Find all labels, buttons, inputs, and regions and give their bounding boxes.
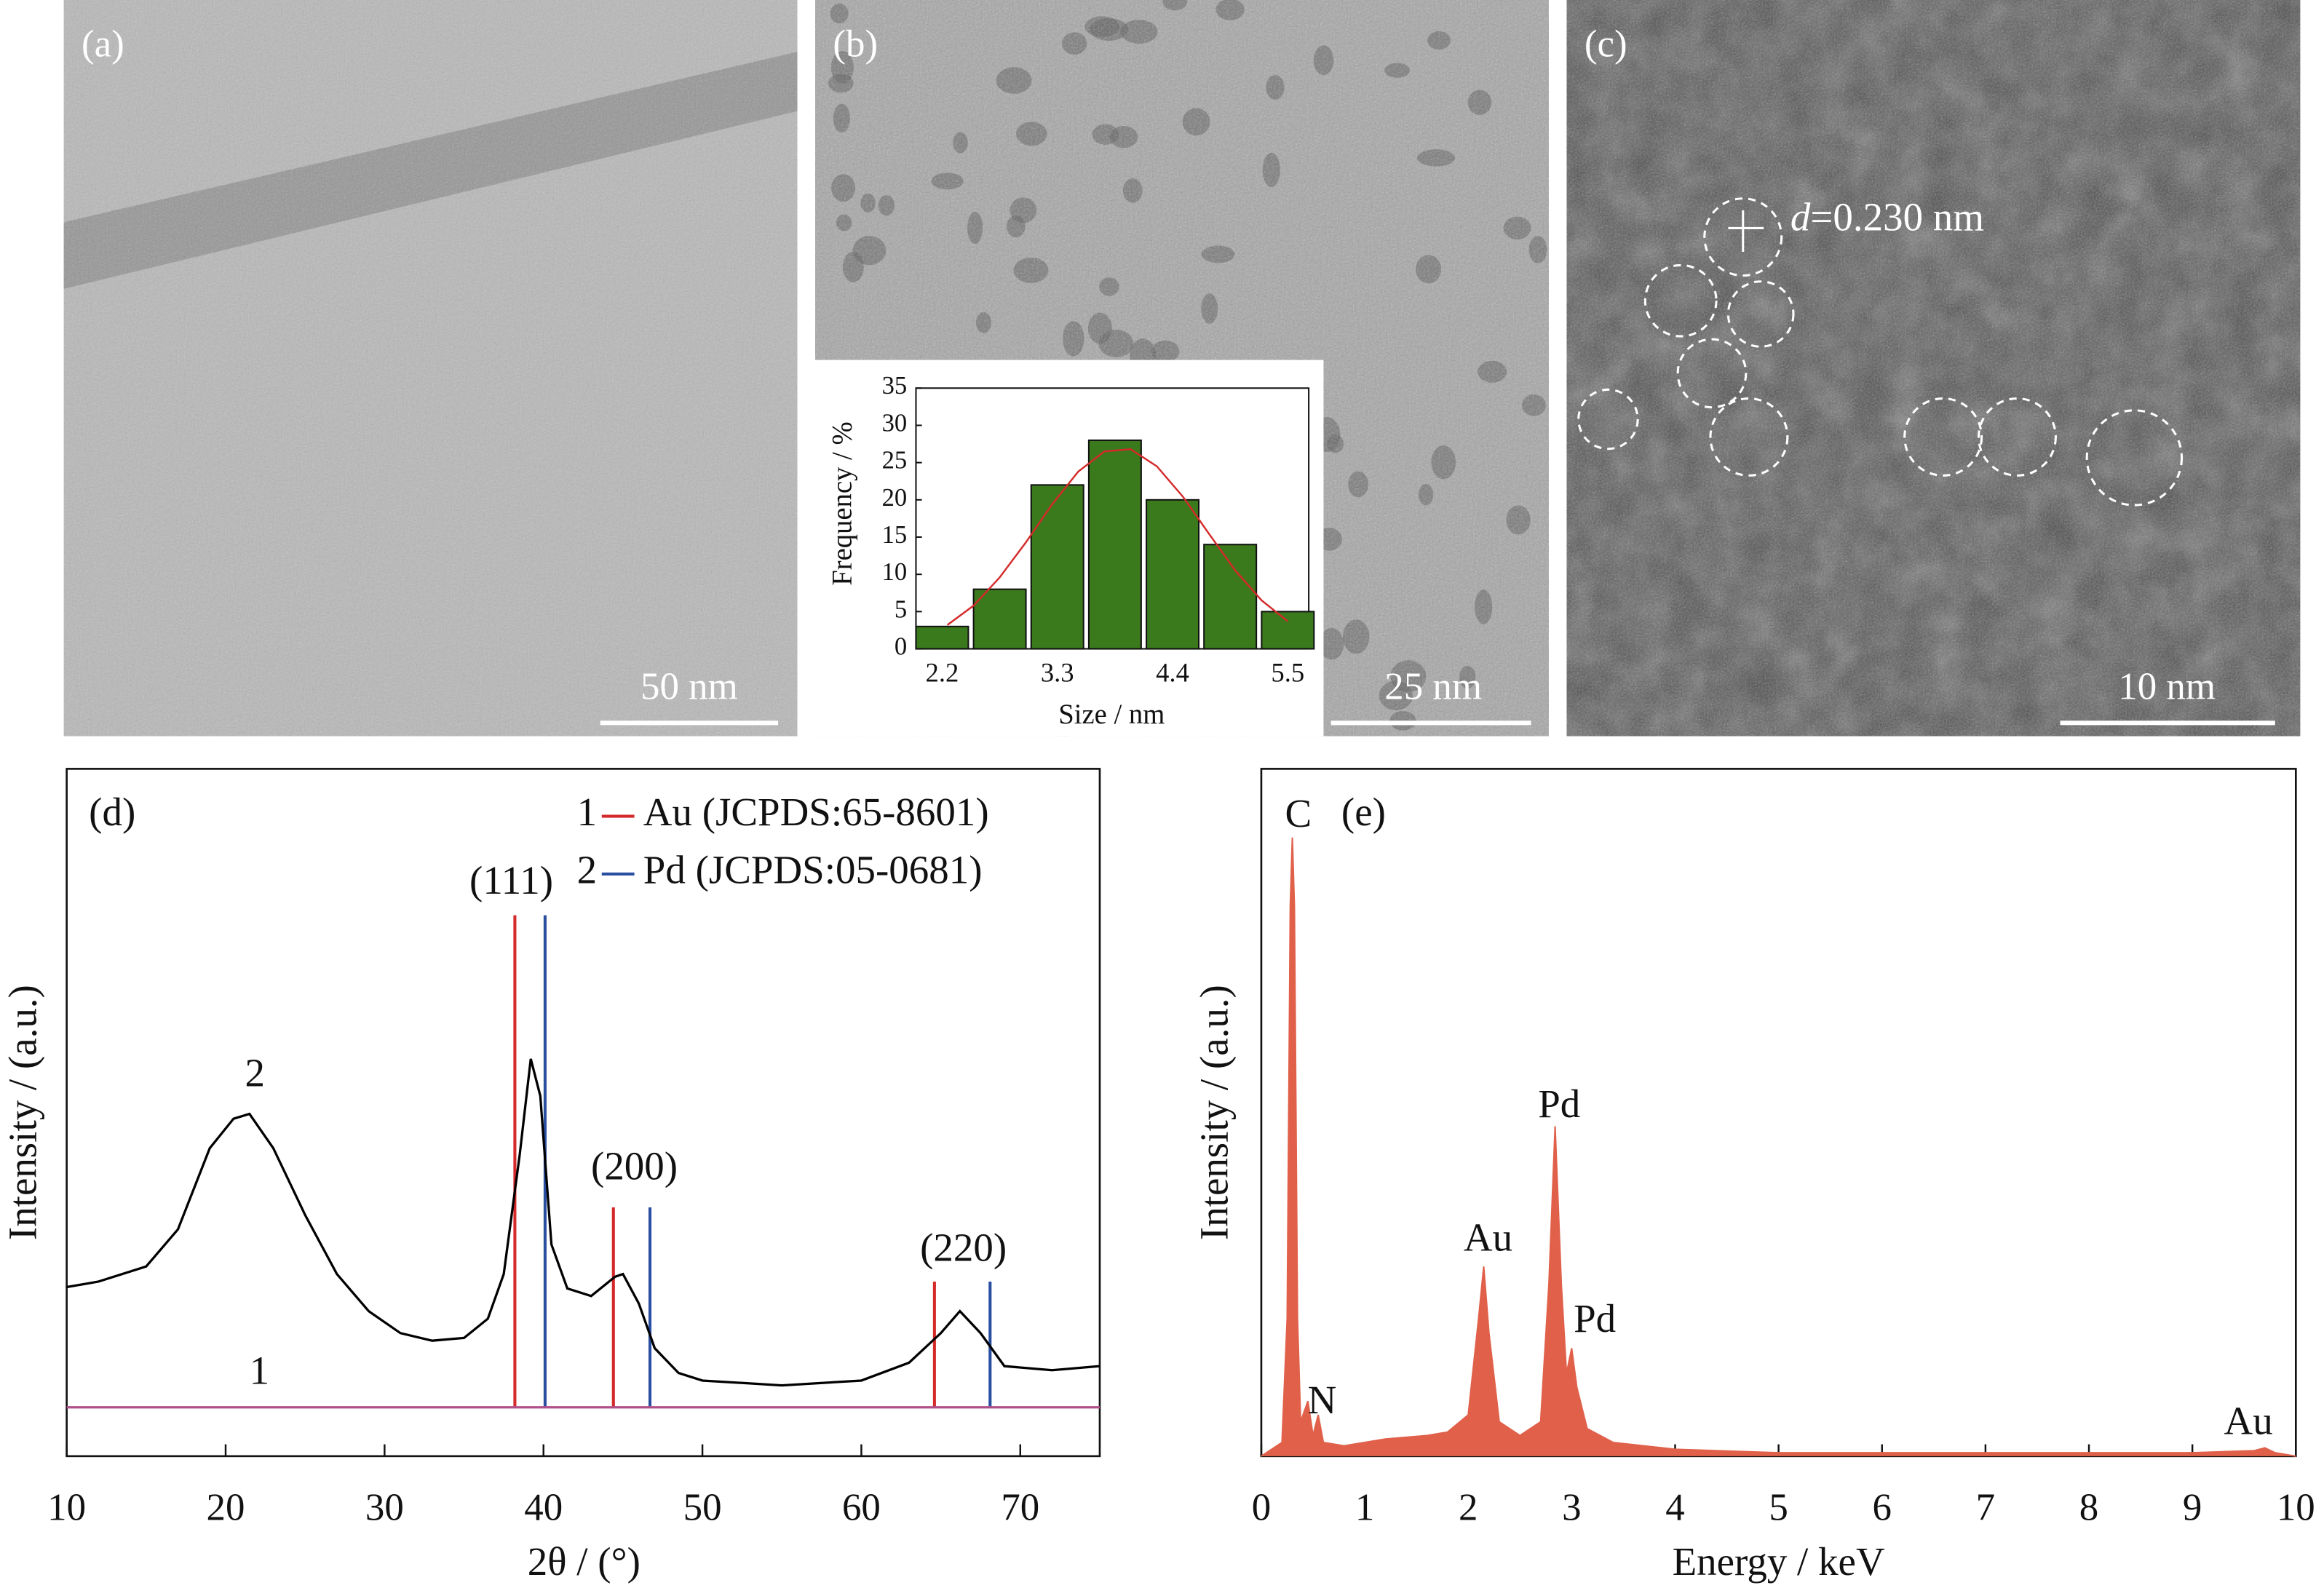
x-tick-label: 4 bbox=[1665, 1486, 1684, 1528]
y-tick-label: 35 bbox=[882, 372, 908, 400]
y-tick-label: 10 bbox=[882, 558, 908, 586]
circle bbox=[1703, 197, 1783, 277]
x-tick-label: 6 bbox=[1873, 1486, 1892, 1528]
crosshair bbox=[1728, 210, 1764, 253]
x-tick-label: 7 bbox=[1976, 1486, 1995, 1528]
peak-label: Pd bbox=[1538, 1081, 1580, 1126]
legend-number: 2 bbox=[577, 848, 597, 892]
bar bbox=[972, 588, 1027, 650]
circle bbox=[1643, 263, 1718, 338]
x-axis-label: Energy / keV bbox=[1673, 1539, 1885, 1584]
micrograph-a bbox=[63, 0, 798, 737]
peak-label: Au bbox=[1464, 1215, 1512, 1259]
plot-frame bbox=[66, 768, 1101, 1458]
circle bbox=[1726, 280, 1795, 348]
x-tick-label: 30 bbox=[365, 1486, 404, 1528]
x-tick-label: 2 bbox=[1459, 1486, 1478, 1528]
curve-label: 1 bbox=[250, 1349, 269, 1393]
peak-label: Au bbox=[2224, 1399, 2273, 1443]
legend-label: Au (JCPDS:65-8601) bbox=[643, 790, 989, 834]
bar bbox=[1203, 544, 1258, 650]
micrograph-c bbox=[1566, 0, 2301, 737]
y-tick-label: 15 bbox=[882, 521, 908, 549]
bar bbox=[1146, 499, 1200, 650]
y-tick-label: 30 bbox=[882, 409, 908, 437]
y-tick-label: 5 bbox=[895, 595, 907, 623]
bar bbox=[915, 625, 969, 650]
x-tick-label: 60 bbox=[842, 1486, 881, 1528]
scale-bar-label: 50 nm bbox=[641, 666, 738, 708]
y-axis-label: Intensity / (a.u.) bbox=[1191, 985, 1236, 1240]
x-tick-label: 40 bbox=[524, 1486, 563, 1528]
circle bbox=[1903, 397, 1983, 477]
y-tick-label: 25 bbox=[882, 447, 908, 475]
x-tick-label: 4.4 bbox=[1156, 658, 1189, 688]
x-tick-label: 2.2 bbox=[926, 658, 959, 688]
xrd-curve bbox=[66, 1058, 1100, 1387]
panel-label: (d) bbox=[89, 790, 135, 834]
panel-label: (a) bbox=[82, 23, 124, 65]
curve-label: 2 bbox=[245, 1050, 265, 1095]
y-tick-label: 20 bbox=[882, 484, 908, 512]
x-axis-label: Size / nm bbox=[1058, 699, 1165, 730]
peak-label: (111) bbox=[469, 858, 553, 902]
peak-label: (220) bbox=[920, 1226, 1007, 1270]
circle bbox=[1676, 338, 1748, 409]
peak-label: N bbox=[1308, 1378, 1337, 1422]
scale-bar-label: 10 nm bbox=[2118, 666, 2216, 708]
spacing-symbol: d bbox=[1790, 194, 1811, 239]
x-tick-label: 20 bbox=[207, 1486, 245, 1528]
bar bbox=[1261, 611, 1315, 650]
y-axis-label: Intensity / (a.u.) bbox=[0, 985, 44, 1240]
grain bbox=[1566, 0, 2301, 737]
x-tick-label: 3.3 bbox=[1041, 658, 1074, 688]
panel-label: (c) bbox=[1585, 23, 1627, 65]
x-tick-label: 9 bbox=[2183, 1486, 2202, 1528]
legend-label: Pd (JCPDS:05-0681) bbox=[643, 848, 983, 892]
grain bbox=[63, 0, 798, 737]
x-tick-label: 1 bbox=[1355, 1486, 1374, 1528]
panel-label: (b) bbox=[833, 23, 878, 65]
plot-frame bbox=[1260, 768, 2297, 1458]
y-tick-label: 0 bbox=[895, 632, 907, 660]
x-tick-label: 8 bbox=[2079, 1486, 2098, 1528]
circle bbox=[1709, 397, 1789, 477]
micrograph-labels: (a) 50 nm (b) 25 nm (c) 10 nm d=0.230 nm bbox=[82, 23, 2275, 726]
circle bbox=[1978, 397, 2057, 477]
x-axis-label: 2θ / (°) bbox=[528, 1539, 641, 1584]
particle-circles bbox=[1577, 197, 2184, 507]
eds-spectrum bbox=[1261, 837, 2296, 1457]
x-tick-label: 70 bbox=[1001, 1486, 1039, 1528]
x-tick-label: 50 bbox=[683, 1486, 722, 1528]
x-tick-label: 3 bbox=[1562, 1486, 1581, 1528]
peak-label: Pd bbox=[1574, 1296, 1616, 1341]
circle bbox=[1577, 388, 1639, 450]
legend-number: 1 bbox=[577, 790, 597, 834]
x-tick-label: 0 bbox=[1252, 1486, 1271, 1528]
circle bbox=[2085, 409, 2184, 507]
lattice-spacing: d=0.230 nm bbox=[1790, 194, 1984, 239]
bar bbox=[1030, 484, 1084, 650]
scale-bar-label: 25 nm bbox=[1384, 666, 1482, 708]
peak-label: (200) bbox=[591, 1144, 678, 1188]
peak-label: C bbox=[1285, 791, 1312, 835]
x-tick-label: 10 bbox=[2277, 1486, 2315, 1528]
panel-label: (e) bbox=[1341, 790, 1386, 834]
fit-curve bbox=[946, 448, 1289, 626]
y-axis-label: Frequency / % bbox=[828, 421, 858, 585]
x-tick-label: 10 bbox=[47, 1486, 86, 1528]
x-tick-label: 5 bbox=[1769, 1486, 1788, 1528]
bar bbox=[1087, 439, 1142, 650]
x-tick-label: 5.5 bbox=[1271, 658, 1304, 688]
spacing-value: =0.230 nm bbox=[1810, 194, 1984, 239]
